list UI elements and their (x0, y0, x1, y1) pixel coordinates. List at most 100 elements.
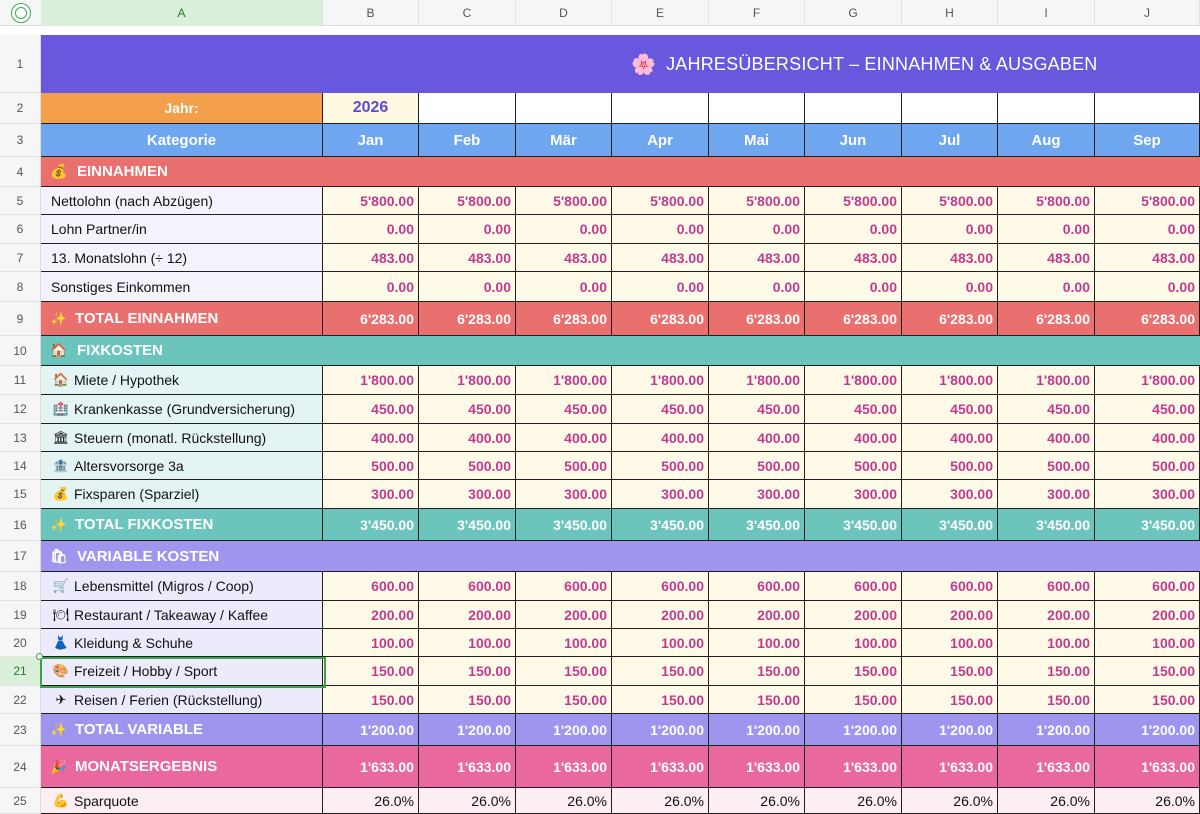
total-value-cell[interactable]: 1'633.00 (1095, 746, 1200, 788)
value-cell[interactable]: 450.00 (998, 395, 1095, 424)
empty-cell[interactable] (709, 93, 805, 124)
empty-cell[interactable] (805, 93, 902, 124)
value-cell[interactable]: 400.00 (419, 424, 516, 452)
total-value-cell[interactable]: 1'200.00 (805, 714, 902, 746)
value-cell[interactable]: 0.00 (516, 215, 612, 244)
percent-value-cell[interactable]: 26.0% (612, 788, 709, 814)
total-value-cell[interactable]: 6'283.00 (805, 302, 902, 336)
value-cell[interactable]: 0.00 (612, 272, 709, 302)
category-label-cell[interactable]: Sonstiges Einkommen (41, 272, 323, 302)
total-value-cell[interactable]: 3'450.00 (709, 509, 805, 541)
total-value-cell[interactable]: 1'200.00 (516, 714, 612, 746)
value-cell[interactable]: 100.00 (902, 629, 998, 657)
value-cell[interactable]: 150.00 (709, 686, 805, 714)
total-value-cell[interactable]: 1'200.00 (419, 714, 516, 746)
value-cell[interactable]: 1'800.00 (323, 366, 419, 395)
total-value-cell[interactable]: 3'450.00 (323, 509, 419, 541)
value-cell[interactable]: 100.00 (516, 629, 612, 657)
month-header-cell[interactable]: Mai (709, 124, 805, 157)
value-cell[interactable]: 0.00 (323, 215, 419, 244)
value-cell[interactable]: 300.00 (998, 480, 1095, 509)
month-header-cell[interactable]: Feb (419, 124, 516, 157)
value-cell[interactable]: 600.00 (419, 572, 516, 601)
value-cell[interactable]: 0.00 (419, 215, 516, 244)
value-cell[interactable]: 0.00 (1095, 215, 1200, 244)
value-cell[interactable]: 500.00 (902, 452, 998, 480)
column-header-d[interactable]: D (516, 0, 612, 26)
value-cell[interactable]: 200.00 (516, 601, 612, 629)
total-value-cell[interactable]: 6'283.00 (419, 302, 516, 336)
row-header-18[interactable]: 18 (0, 572, 41, 601)
value-cell[interactable]: 5'800.00 (709, 187, 805, 215)
total-value-cell[interactable]: 3'450.00 (419, 509, 516, 541)
value-cell[interactable]: 1'800.00 (805, 366, 902, 395)
total-value-cell[interactable]: 1'633.00 (998, 746, 1095, 788)
category-label-cell[interactable]: 🏠 Miete / Hypothek (41, 366, 323, 395)
value-cell[interactable]: 150.00 (516, 657, 612, 686)
column-header-c[interactable]: C (419, 0, 516, 26)
percent-value-cell[interactable]: 26.0% (805, 788, 902, 814)
value-cell[interactable]: 500.00 (998, 452, 1095, 480)
value-cell[interactable]: 500.00 (516, 452, 612, 480)
total-value-cell[interactable]: 1'200.00 (902, 714, 998, 746)
total-value-cell[interactable]: 6'283.00 (612, 302, 709, 336)
category-label-cell[interactable]: 13. Monatslohn (÷ 12) (41, 244, 323, 272)
value-cell[interactable]: 400.00 (612, 424, 709, 452)
empty-cell[interactable] (419, 93, 516, 124)
category-label-cell[interactable]: ✈ Reisen / Ferien (Rückstellung) (41, 686, 323, 714)
total-value-cell[interactable]: 1'633.00 (805, 746, 902, 788)
value-cell[interactable]: 483.00 (998, 244, 1095, 272)
value-cell[interactable]: 150.00 (902, 686, 998, 714)
value-cell[interactable]: 150.00 (323, 657, 419, 686)
total-value-cell[interactable]: 1'200.00 (323, 714, 419, 746)
value-cell[interactable]: 500.00 (612, 452, 709, 480)
total-value-cell[interactable]: 6'283.00 (323, 302, 419, 336)
value-cell[interactable]: 5'800.00 (1095, 187, 1200, 215)
value-cell[interactable]: 150.00 (516, 686, 612, 714)
row-header-13[interactable]: 13 (0, 424, 41, 452)
total-value-cell[interactable]: 3'450.00 (902, 509, 998, 541)
category-label-cell[interactable]: 💰 Fixsparen (Sparziel) (41, 480, 323, 509)
total-value-cell[interactable]: 6'283.00 (998, 302, 1095, 336)
row-header-14[interactable]: 14 (0, 452, 41, 480)
total-value-cell[interactable]: 3'450.00 (612, 509, 709, 541)
value-cell[interactable]: 200.00 (709, 601, 805, 629)
percent-value-cell[interactable]: 26.0% (902, 788, 998, 814)
category-label-cell[interactable]: 🍽 Restaurant / Takeaway / Kaffee (41, 601, 323, 629)
value-cell[interactable]: 0.00 (516, 272, 612, 302)
value-cell[interactable]: 5'800.00 (419, 187, 516, 215)
value-cell[interactable]: 400.00 (902, 424, 998, 452)
column-header-i[interactable]: I (998, 0, 1095, 26)
value-cell[interactable]: 150.00 (709, 657, 805, 686)
value-cell[interactable]: 0.00 (805, 215, 902, 244)
category-label-cell[interactable]: 💪 Sparquote (41, 788, 323, 814)
value-cell[interactable]: 5'800.00 (516, 187, 612, 215)
total-value-cell[interactable]: 3'450.00 (516, 509, 612, 541)
month-header-cell[interactable]: Jul (902, 124, 998, 157)
section-header-fix[interactable]: 🏠 FIXKOSTEN (41, 336, 163, 365)
total-value-cell[interactable]: 6'283.00 (516, 302, 612, 336)
value-cell[interactable]: 5'800.00 (323, 187, 419, 215)
value-cell[interactable]: 600.00 (516, 572, 612, 601)
row-header-3[interactable]: 3 (0, 124, 41, 157)
value-cell[interactable]: 0.00 (902, 215, 998, 244)
value-cell[interactable]: 0.00 (805, 272, 902, 302)
value-cell[interactable]: 300.00 (709, 480, 805, 509)
value-cell[interactable]: 0.00 (419, 272, 516, 302)
category-label-cell[interactable]: 🏛 Steuern (monatl. Rückstellung) (41, 424, 323, 452)
category-label-cell[interactable]: 🏦 Altersvorsorge 3a (41, 452, 323, 480)
column-header-f[interactable]: F (709, 0, 805, 26)
value-cell[interactable]: 0.00 (323, 272, 419, 302)
empty-cell[interactable] (902, 93, 998, 124)
value-cell[interactable]: 100.00 (419, 629, 516, 657)
row-header-25[interactable]: 25 (0, 788, 41, 814)
empty-cell[interactable] (998, 93, 1095, 124)
value-cell[interactable]: 1'800.00 (709, 366, 805, 395)
month-header-cell[interactable]: Apr (612, 124, 709, 157)
value-cell[interactable]: 150.00 (1095, 657, 1200, 686)
value-cell[interactable]: 600.00 (805, 572, 902, 601)
percent-value-cell[interactable]: 26.0% (998, 788, 1095, 814)
value-cell[interactable]: 400.00 (323, 424, 419, 452)
column-header-h[interactable]: H (902, 0, 998, 26)
row-header-22[interactable]: 22 (0, 686, 41, 714)
